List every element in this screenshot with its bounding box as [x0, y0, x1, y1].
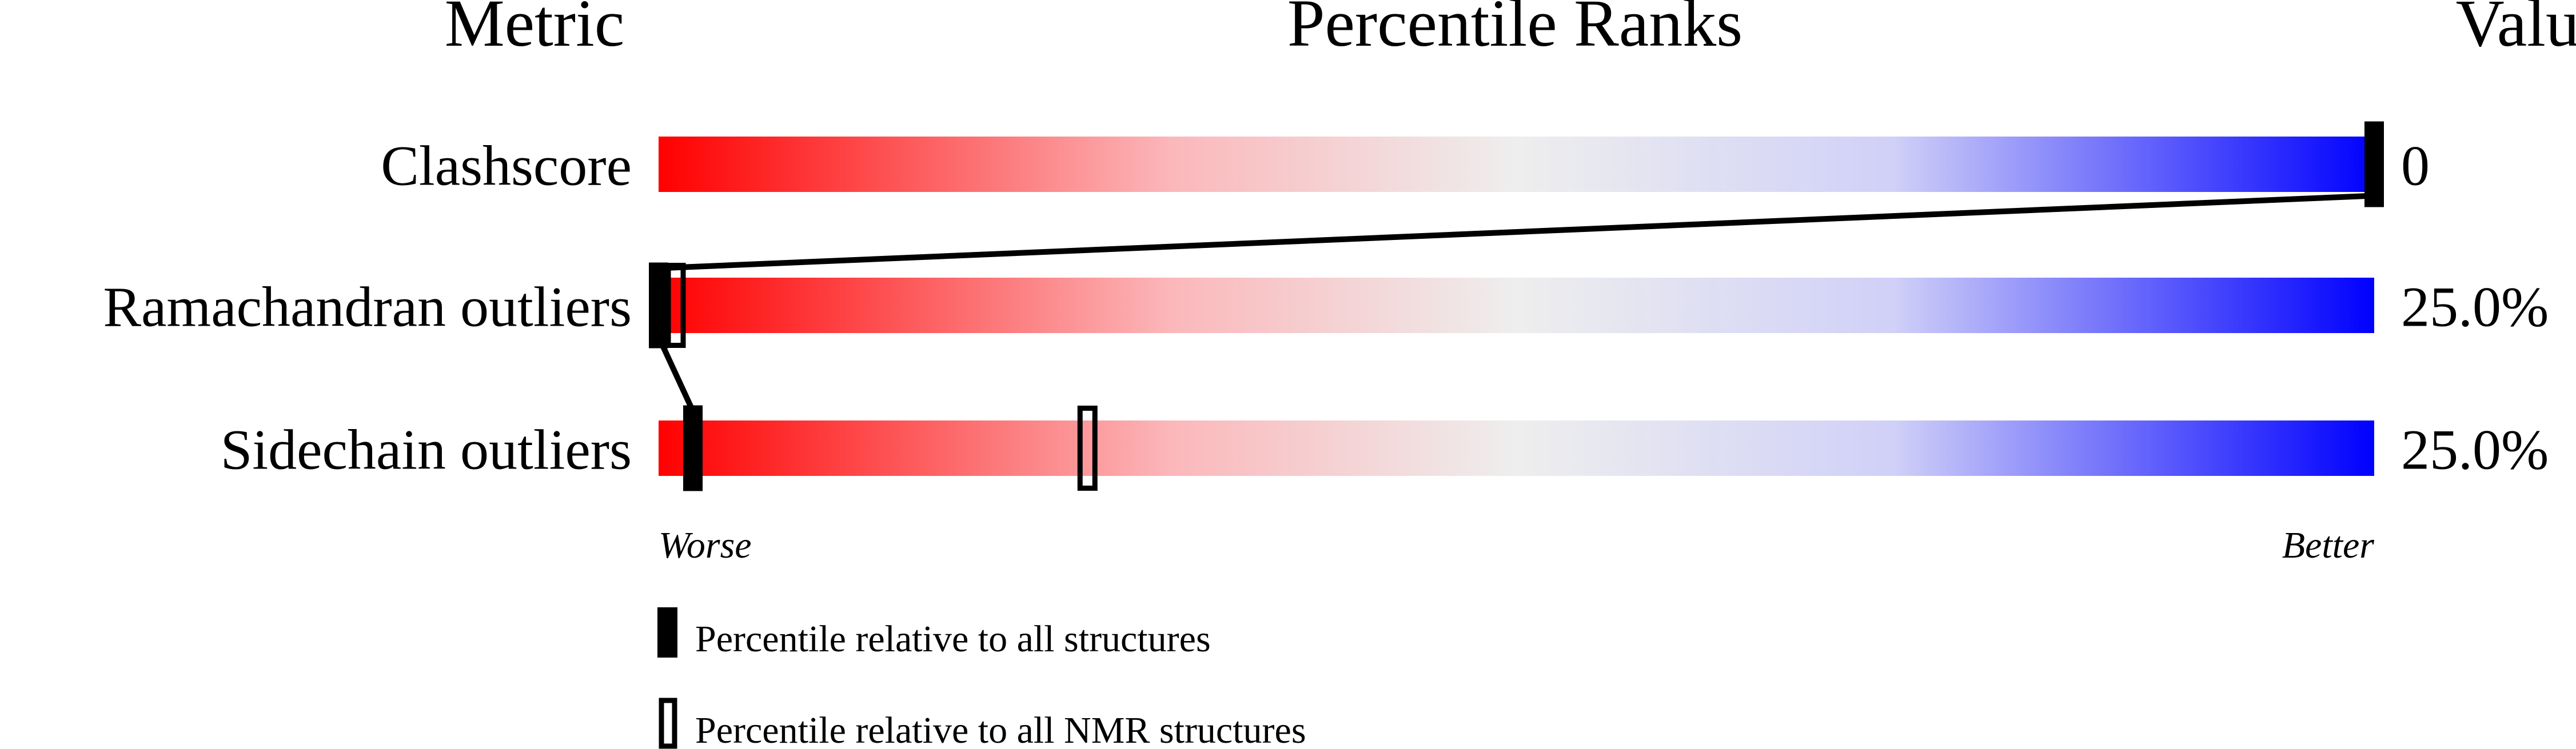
all-percentile-marker [649, 262, 668, 349]
nmr-percentile-marker [1077, 406, 1098, 491]
metric-label: Clashscore [381, 134, 632, 198]
nmr-percentile-marker [665, 263, 686, 348]
metric-value: 25.0% [2401, 418, 2549, 482]
header-value: Value [2456, 0, 2576, 61]
metric-value: 25.0% [2401, 275, 2549, 339]
worse-label: Worse [659, 524, 752, 566]
connector-line [658, 193, 2375, 271]
percentile-bar [659, 420, 2374, 476]
legend-nmr-structures: Percentile relative to all NMR structure… [695, 710, 1306, 749]
legend-all-structures: Percentile relative to all structures [695, 618, 1211, 660]
metric-label: Ramachandran outliers [103, 275, 632, 339]
metric-value: 0 [2401, 134, 2430, 198]
metric-label: Sidechain outliers [221, 418, 632, 482]
legend-open-marker-icon [659, 698, 677, 749]
header-percentile-ranks: Percentile Ranks [1287, 0, 1742, 61]
percentile-bar [659, 137, 2374, 192]
legend-filled-marker-icon [657, 607, 677, 658]
all-percentile-marker [683, 405, 703, 491]
better-label: Better [2282, 524, 2375, 566]
percentile-bar [659, 278, 2374, 333]
header-metric: Metric [445, 0, 625, 61]
connector-line [656, 335, 696, 412]
all-percentile-marker [2364, 121, 2384, 207]
